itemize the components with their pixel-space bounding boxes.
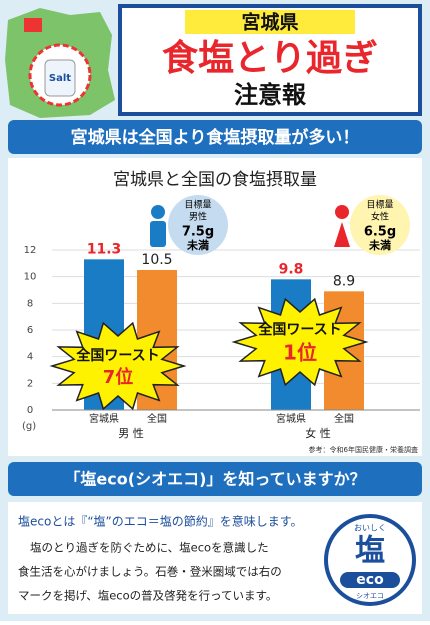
burst-text: 全国ワースト	[75, 347, 159, 364]
burst	[49, 321, 187, 411]
male-icon	[150, 221, 166, 247]
x-tick-label: 全国	[334, 412, 354, 425]
bottle	[44, 59, 76, 97]
y-tick-label: 4	[27, 352, 33, 363]
banner-text: 宮城県は全国より食塩摂取量が多い！	[71, 127, 360, 148]
value-label: 9.8	[279, 261, 304, 277]
y-tick-label: 6	[27, 325, 33, 336]
x-tick-label: 宮城県	[276, 412, 306, 425]
value-label: 11.3	[87, 241, 122, 257]
y-tick-label: 0	[27, 405, 33, 416]
target-group: 男性	[189, 211, 207, 223]
region-box	[185, 10, 355, 34]
female-icon	[335, 205, 349, 219]
logo-main: 塩	[355, 534, 385, 569]
burst-rank: 1位	[283, 341, 317, 365]
siren	[24, 18, 42, 32]
burst	[231, 297, 369, 387]
female-icon	[334, 222, 350, 247]
body-line: 塩のとり過ぎを防ぐために、塩ecoを意識した	[30, 541, 269, 555]
body-line: 食生活を心がけましょう。石巻・登米圏域では右の	[18, 565, 282, 579]
value-label: 8.9	[333, 273, 355, 289]
target-amount: 6.5g	[364, 225, 396, 240]
y-tick-label: 8	[27, 298, 33, 309]
logo-eco-bg	[340, 572, 400, 588]
logo-bottom: シオエコ	[356, 592, 384, 600]
region: 宮城県	[241, 11, 298, 34]
chart-title: 宮城県と全国の食塩摂取量	[113, 170, 317, 190]
male-icon	[151, 205, 165, 219]
target-limit: 未満	[186, 238, 209, 252]
banner-text: 「塩eco(シオエコ)」を知っていますか？	[64, 470, 365, 489]
target-label: 目標量	[184, 199, 211, 211]
bottle-label: Salt	[49, 73, 71, 84]
x-tick-label: 宮城県	[89, 412, 119, 425]
y-tick-label: 2	[27, 378, 33, 389]
subtitle: 注意報	[234, 81, 307, 109]
body-lead: 塩ecoとは『“塩”のエコ＝塩の節約』を意味します。	[18, 514, 303, 529]
burst-text: 全国ワースト	[257, 321, 341, 338]
target-circle	[168, 195, 228, 255]
value-label: 10.5	[141, 252, 172, 268]
source: 参考：令和6年国民健康・栄養調査	[309, 445, 418, 454]
target-limit: 未満	[368, 238, 391, 252]
banner	[8, 120, 422, 154]
x-group-label: 男 性	[118, 426, 144, 440]
burst-rank: 7位	[103, 366, 134, 388]
body-line: マークを掲げ、塩ecoの普及啓発を行っています。	[18, 589, 277, 603]
banner	[8, 462, 422, 496]
logo-eco: eco	[356, 572, 384, 588]
target-amount: 7.5g	[182, 225, 214, 240]
y-tick-label: 12	[24, 245, 37, 256]
y-unit: (g)	[22, 421, 36, 432]
target-label: 目標量	[366, 199, 393, 211]
logo-top: おいしく	[354, 524, 386, 533]
target-group: 女性	[371, 211, 389, 223]
title: 食塩とり過ぎ	[162, 38, 378, 79]
target-circle	[350, 195, 410, 255]
x-tick-label: 全国	[147, 412, 167, 425]
x-group-label: 女 性	[305, 426, 331, 440]
y-tick-label: 10	[24, 272, 37, 283]
